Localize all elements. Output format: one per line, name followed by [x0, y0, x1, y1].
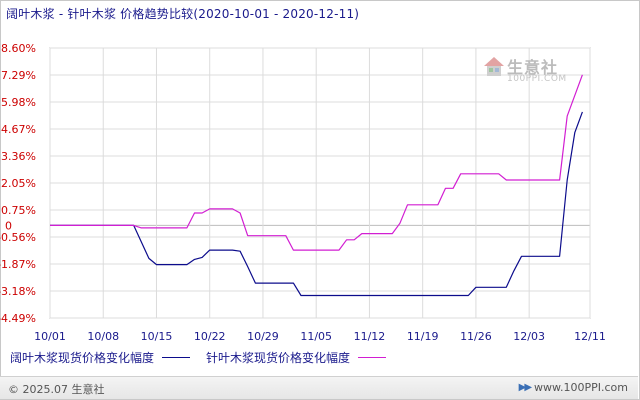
series-line-1 — [50, 111, 583, 297]
x-tick-label: 11/26 — [460, 330, 492, 343]
legend-label-series-1: 阔叶木浆现货价格变化幅度 — [10, 350, 155, 365]
y-tick-label: 2.05% — [1, 177, 36, 190]
chart-title: 阔叶木浆 - 针叶木浆 价格趋势比较(2020-10-01 - 2020-12-… — [6, 7, 360, 21]
y-zero-label: 0 — [5, 219, 12, 232]
watermark-url: 100PPI.COM — [507, 74, 567, 84]
y-axis: 8.60% 7.29% 5.98% 4.67% 3.36% 2.05% 0.75% -0.56… — [0, 42, 36, 325]
x-tick-label: 10/08 — [87, 330, 119, 343]
y-tick-label: -3.18% — [0, 285, 36, 298]
x-tick-label: 11/12 — [354, 330, 386, 343]
y-tick-label: -0.56% — [0, 231, 36, 244]
watermark-logo: 生意社 100PPI.COM — [480, 53, 566, 93]
y-tick-label: -1.87% — [0, 258, 36, 271]
x-tick-label: 12/11 — [574, 330, 606, 343]
house-logo-icon — [484, 57, 504, 76]
y-tick-label: 0.75% — [1, 204, 36, 217]
x-tick-label: 10/29 — [247, 330, 279, 343]
x-tick-label: 12/03 — [513, 330, 545, 343]
legend-label-series-2: 针叶木浆现货价格变化幅度 — [206, 350, 351, 365]
series-lines — [50, 74, 583, 297]
y-tick-label: -4.49% — [0, 312, 36, 325]
y-tick-label: 8.60% — [1, 42, 36, 55]
watermark-name: 生意社 — [507, 58, 559, 77]
grid — [49, 47, 591, 319]
x-tick-label: 10/22 — [194, 330, 226, 343]
site-url: www.100PPI.com — [534, 381, 628, 394]
copyright-text: © 2025.07 生意社 — [8, 383, 105, 396]
x-tick-label: 10/01 — [34, 330, 66, 343]
legend-swatch-series-1 — [162, 356, 191, 358]
y-tick-label: 4.67% — [1, 123, 36, 136]
y-tick-label: 7.29% — [1, 69, 36, 82]
x-tick-label: 10/15 — [141, 330, 173, 343]
y-tick-label: 5.98% — [1, 96, 36, 109]
footer-bar: © 2025.07 生意社 ▶▶ www.100PPI.com — [0, 376, 638, 399]
site-link[interactable]: ▶▶ www.100PPI.com — [519, 381, 628, 394]
x-tick-label: 11/05 — [300, 330, 332, 343]
series-line-2 — [50, 74, 583, 251]
legend: 阔叶木浆现货价格变化幅度 针叶木浆现货价格变化幅度 — [10, 349, 402, 365]
legend-swatch-series-2 — [358, 356, 387, 358]
x-tick-label: 11/19 — [407, 330, 439, 343]
y-tick-label: 3.36% — [1, 150, 36, 163]
x-axis: 10/01 10/08 10/15 10/22 10/29 11/05 11/12 11/19… — [34, 330, 606, 343]
double-arrow-icon: ▶▶ — [518, 382, 532, 393]
